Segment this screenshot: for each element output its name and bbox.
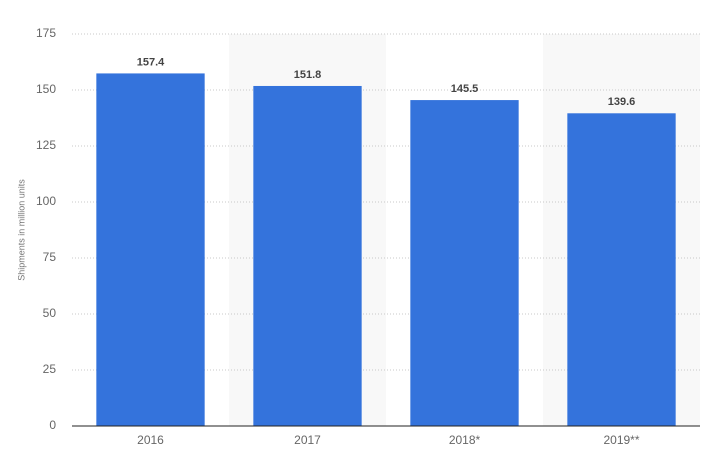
y-tick-label: 100 <box>36 194 56 208</box>
data-label: 151.8 <box>294 69 322 81</box>
x-tick-label: 2017 <box>294 433 321 447</box>
bar <box>567 113 676 427</box>
data-label: 157.4 <box>137 56 165 68</box>
x-tick-label: 2018* <box>449 433 481 447</box>
y-axis-label: Shipments in million units <box>16 179 26 281</box>
bar <box>410 100 519 426</box>
y-tick-label: 125 <box>36 138 56 152</box>
bar <box>253 85 362 426</box>
y-tick-label: 150 <box>36 82 56 96</box>
bar <box>96 73 205 426</box>
data-label: 139.6 <box>608 96 636 108</box>
y-tick-label: 50 <box>43 306 57 320</box>
x-tick-label: 2019** <box>603 433 639 447</box>
y-tick-label: 25 <box>43 362 57 376</box>
x-tick-label: 2016 <box>137 433 164 447</box>
data-label: 145.5 <box>451 83 479 95</box>
y-tick-label: 175 <box>36 26 56 40</box>
y-tick-label: 75 <box>43 250 57 264</box>
y-tick-label: 0 <box>49 418 56 432</box>
